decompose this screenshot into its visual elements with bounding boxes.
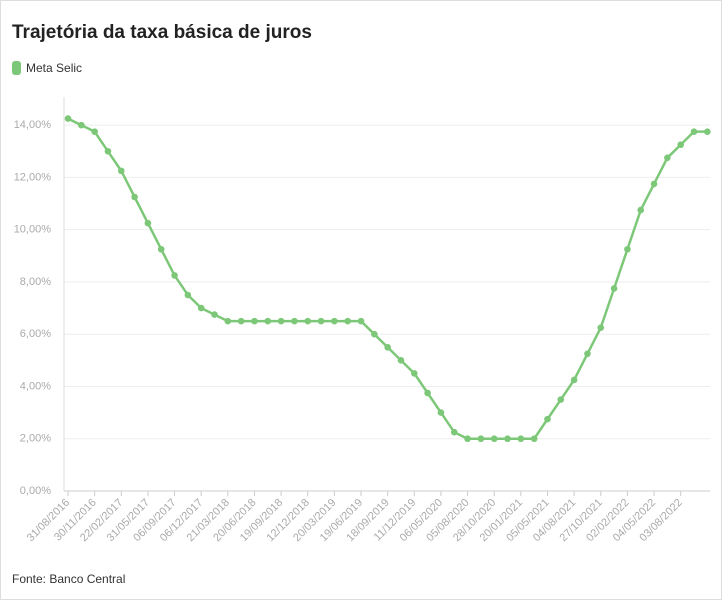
point xyxy=(144,219,152,227)
point xyxy=(277,317,285,325)
point xyxy=(504,435,511,443)
point xyxy=(317,317,325,325)
point xyxy=(490,435,498,443)
point xyxy=(464,435,471,443)
point xyxy=(91,128,98,135)
point xyxy=(64,115,72,122)
y-tick-label: 4,00% xyxy=(20,380,51,392)
point xyxy=(424,389,431,397)
point xyxy=(344,317,352,325)
point xyxy=(357,317,365,325)
point xyxy=(410,370,418,377)
point xyxy=(544,415,551,423)
point xyxy=(637,206,645,214)
source: Fonte: Banco Central xyxy=(12,572,125,586)
point xyxy=(104,147,112,155)
point xyxy=(450,428,458,436)
point xyxy=(664,154,671,162)
point xyxy=(237,317,245,325)
y-tick-label: 8,00% xyxy=(20,276,51,288)
point xyxy=(78,121,85,129)
point xyxy=(131,193,138,201)
point xyxy=(624,245,631,253)
y-tick-label: 12,00% xyxy=(14,171,52,183)
point xyxy=(371,330,378,338)
point xyxy=(677,141,684,149)
point xyxy=(557,396,565,403)
point xyxy=(224,317,232,325)
point xyxy=(304,317,312,325)
point xyxy=(184,291,192,299)
y-tick-label: 2,00% xyxy=(20,433,51,445)
point xyxy=(584,350,591,358)
point xyxy=(331,317,338,325)
point xyxy=(197,304,205,312)
point xyxy=(610,285,618,292)
point xyxy=(251,317,258,325)
point xyxy=(477,435,485,443)
point xyxy=(437,409,445,416)
legend-swatch xyxy=(12,61,21,75)
point xyxy=(291,317,298,325)
legend-label: Meta Selic xyxy=(26,61,82,75)
point xyxy=(211,311,218,318)
y-tick-label: 10,00% xyxy=(14,224,52,236)
point xyxy=(264,317,272,325)
point xyxy=(597,324,605,331)
y-tick-label: 0,00% xyxy=(20,485,51,497)
chart-title: Trajetória da taxa básica de juros xyxy=(12,22,312,43)
point xyxy=(157,245,165,253)
point xyxy=(171,272,178,279)
point xyxy=(650,180,658,188)
point xyxy=(704,128,711,135)
point xyxy=(384,343,391,351)
point xyxy=(117,167,125,175)
point xyxy=(517,435,525,443)
point xyxy=(530,435,538,443)
y-tick-label: 14,00% xyxy=(14,119,52,131)
y-tick-label: 6,00% xyxy=(20,328,51,340)
point xyxy=(397,357,405,364)
point xyxy=(690,128,698,135)
point xyxy=(570,376,578,384)
